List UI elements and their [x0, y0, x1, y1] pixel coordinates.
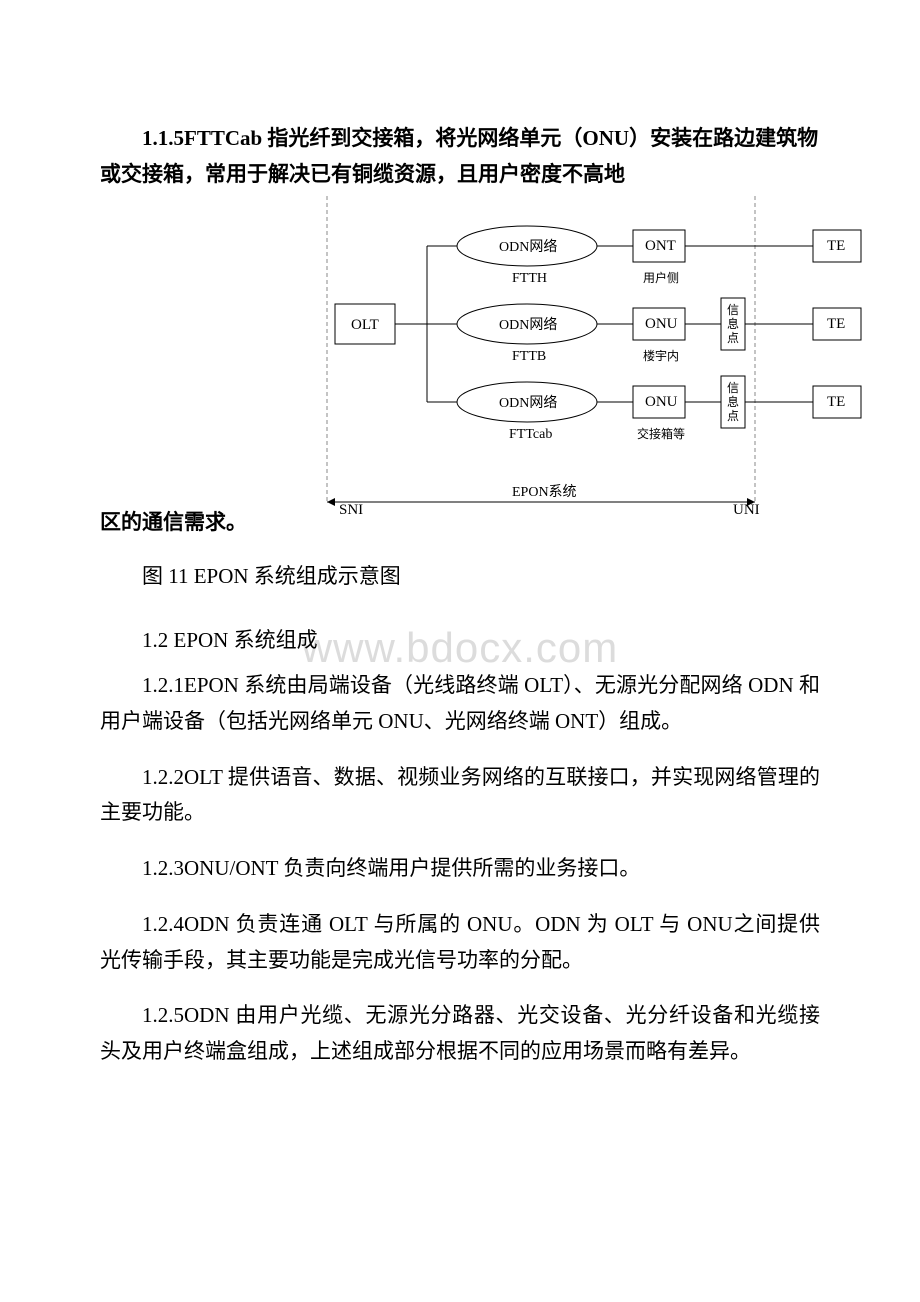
section-heading-tail: 区的通信需求。	[100, 505, 247, 541]
para-1-2-3: 1.2.3ONU/ONT 负责向终端用户提供所需的业务接口。	[100, 851, 820, 887]
building-side-label: 楼宇内	[643, 348, 679, 363]
svg-text:息: 息	[727, 316, 739, 331]
olt-label: OLT	[351, 317, 379, 333]
user-side-label: 用户侧	[643, 270, 679, 285]
para-1-2-2: 1.2.2OLT 提供语音、数据、视频业务网络的互联接口，并实现网络管理的主要功…	[100, 760, 820, 831]
fttb-label: FTTB	[512, 349, 546, 364]
odn-label-1: ODN网络	[499, 239, 557, 255]
uni-label: UNI	[733, 502, 760, 518]
epon-diagram: EPON系统 SNI UNI OLT ODN网络 ODN网络 ODN网络 FTT…	[317, 196, 877, 536]
cab-side-label: 交接箱等	[637, 426, 685, 441]
te-label-1: TE	[827, 238, 845, 254]
onu-label-2: ONU	[645, 394, 678, 410]
para-1-2-5: 1.2.5ODN 由用户光缆、无源光分路器、光交设备、光分纤设备和光缆接头及用户…	[100, 998, 820, 1069]
onu-label-1: ONU	[645, 316, 678, 332]
para-1-2-4: 1.2.4ODN 负责连通 OLT 与所属的 ONU。ODN 为 OLT 与 O…	[100, 907, 820, 978]
epon-system-label: EPON系统	[512, 484, 577, 500]
figure-caption: 图 11 EPON 系统组成示意图	[100, 560, 820, 590]
svg-text:点: 点	[727, 409, 739, 423]
section-1-2-title: 1.2 EPON 系统组成	[100, 624, 820, 654]
fttcab-label: FTTcab	[509, 427, 552, 442]
odn-label-2: ODN网络	[499, 317, 557, 333]
odn-label-3: ODN网络	[499, 395, 557, 411]
svg-text:点: 点	[727, 331, 739, 345]
svg-text:信: 信	[727, 303, 739, 317]
svg-text:信: 信	[727, 381, 739, 395]
section-heading: 1.1.5FTTCab 指光纤到交接箱，将光网络单元（ONU）安装在路边建筑物或…	[100, 121, 820, 192]
ftth-label: FTTH	[512, 271, 547, 286]
te-label-3: TE	[827, 394, 845, 410]
para-1-2-1: 1.2.1EPON 系统由局端设备（光线路终端 OLT）、无源光分配网络 ODN…	[100, 668, 820, 739]
svg-text:息: 息	[727, 394, 739, 409]
info-point-box-1: 信 息 点	[721, 298, 745, 350]
sni-label: SNI	[339, 502, 363, 518]
info-point-box-2: 信 息 点	[721, 376, 745, 428]
ont-label: ONT	[645, 238, 676, 254]
te-label-2: TE	[827, 316, 845, 332]
